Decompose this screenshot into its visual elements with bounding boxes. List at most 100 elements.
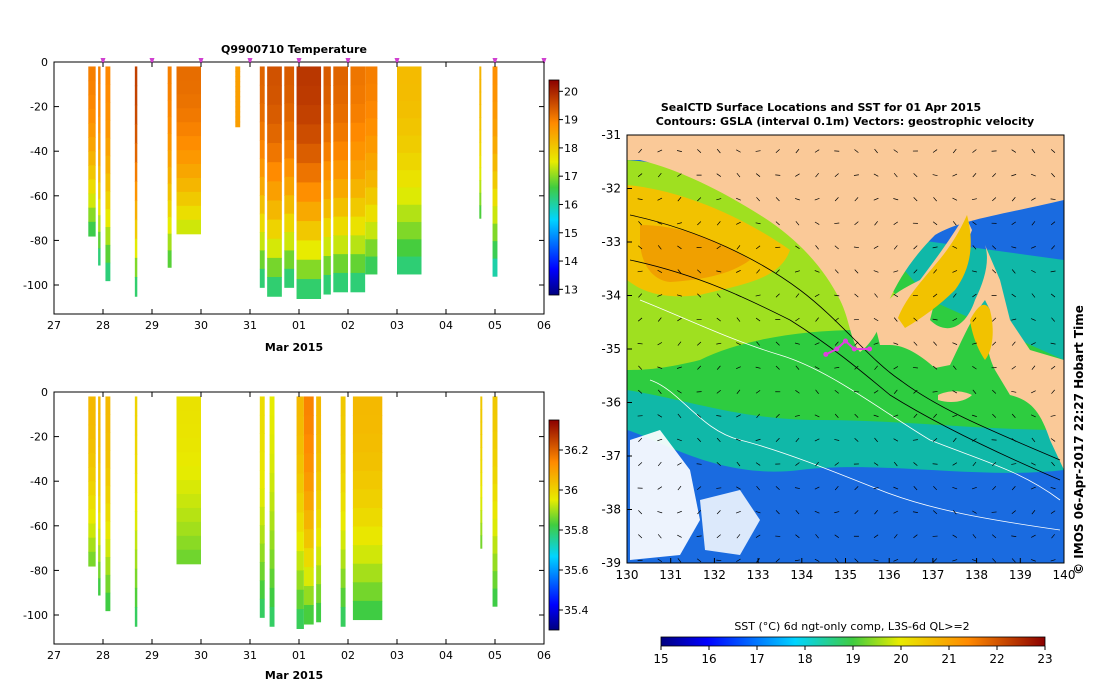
profile-cell <box>259 250 265 270</box>
profile-cell <box>333 104 348 124</box>
velocity-vector <box>814 270 820 273</box>
velocity-vector <box>952 510 957 515</box>
velocity-vector <box>913 558 918 563</box>
profile-13 <box>350 66 366 293</box>
profile-cell <box>296 531 304 552</box>
profile-cell <box>333 141 348 161</box>
profile-cell <box>105 227 111 246</box>
velocity-vector <box>1011 535 1017 537</box>
velocity-vector <box>834 485 839 491</box>
velocity-vector <box>972 510 977 514</box>
profile-cell <box>269 434 275 455</box>
salinity-profiles <box>88 396 498 629</box>
sst-colorbar-tick-label: 18 <box>797 652 812 666</box>
velocity-vector <box>913 534 918 539</box>
velocity-vector <box>657 414 663 418</box>
profile-cell <box>235 111 241 118</box>
profile-cell <box>284 176 295 196</box>
velocity-vector <box>755 317 761 322</box>
y-tick-label: -80 <box>30 564 48 577</box>
velocity-vector <box>912 511 918 513</box>
spencer-gulf-warm <box>898 215 971 328</box>
velocity-vector <box>913 269 918 274</box>
velocity-vector <box>657 342 663 346</box>
velocity-vector <box>756 341 760 346</box>
cloud-mask-south <box>700 490 760 555</box>
velocity-vector <box>992 173 997 178</box>
velocity-vector <box>972 149 977 153</box>
lon-tick-label: 135 <box>834 568 857 582</box>
profile-cell <box>98 182 101 200</box>
velocity-vector <box>696 558 702 563</box>
velocity-vector <box>893 149 898 153</box>
profile-cell <box>365 152 378 171</box>
station-marker <box>198 58 204 65</box>
profile-cell <box>352 507 383 528</box>
profile-cell <box>88 94 96 110</box>
profile-cell <box>323 66 331 87</box>
profile-cell <box>492 588 498 607</box>
lon-tick-label: 131 <box>659 568 682 582</box>
velocity-vector <box>677 534 682 538</box>
profile-cell <box>323 180 331 200</box>
profile-cell <box>259 470 265 490</box>
velocity-vector <box>952 534 958 538</box>
profile-cell <box>98 231 101 249</box>
velocity-vector <box>972 438 977 442</box>
velocity-vector <box>736 197 741 201</box>
velocity-vector <box>893 510 899 514</box>
profile-cell <box>176 535 201 551</box>
sst-colorbar-tick-label: 17 <box>749 652 764 666</box>
velocity-vector <box>854 149 859 153</box>
profile-1 <box>98 396 101 596</box>
profile-cell <box>267 257 282 278</box>
velocity-vector <box>992 317 997 322</box>
velocity-vector <box>657 438 663 442</box>
profile-cell <box>88 467 96 482</box>
velocity-vector <box>716 462 721 466</box>
velocity-vector <box>1011 558 1016 563</box>
velocity-vector <box>1050 149 1056 153</box>
velocity-vector <box>794 559 800 562</box>
station-marker <box>100 58 106 65</box>
profile-cell <box>284 268 295 288</box>
profile-cell <box>296 551 304 572</box>
velocity-vector <box>874 437 878 443</box>
profile-cell <box>303 548 314 568</box>
velocity-vector <box>677 462 682 466</box>
velocity-vector <box>874 365 878 370</box>
profile-cell <box>333 197 348 218</box>
profile-cell <box>88 452 96 468</box>
velocity-vector <box>814 414 820 418</box>
x-tick-label: 06 <box>537 649 551 662</box>
profile-cell <box>259 598 265 618</box>
station-marker <box>247 58 253 65</box>
profile-9 <box>284 66 295 288</box>
profile-cell <box>267 143 282 163</box>
profile-cell <box>350 66 366 86</box>
velocity-vector <box>716 342 722 345</box>
imos-timestamp-label: © IMOS 06-Apr-2017 22:27 Hobart Time <box>1072 305 1086 575</box>
velocity-vector <box>736 461 741 467</box>
velocity-vector <box>1050 293 1056 298</box>
profile-17 <box>492 66 498 277</box>
profile-cell <box>176 424 201 439</box>
velocity-vector <box>933 197 937 202</box>
profile-cell <box>98 413 101 431</box>
velocity-vector <box>893 389 898 394</box>
profile-cell <box>98 132 101 150</box>
velocity-vector <box>696 463 702 465</box>
velocity-vector <box>952 318 958 322</box>
velocity-vector <box>1030 486 1036 490</box>
profile-cell <box>333 85 348 105</box>
profile-cell <box>333 179 348 199</box>
velocity-vector <box>834 197 839 202</box>
profile-cell <box>323 161 331 181</box>
velocity-vector <box>795 221 800 226</box>
velocity-vector <box>795 462 800 466</box>
velocity-vector <box>952 390 958 394</box>
colorbar-tick-label: 15 <box>564 227 578 240</box>
velocity-vector <box>933 413 938 418</box>
station-marker <box>492 58 498 65</box>
velocity-vector <box>992 486 997 491</box>
